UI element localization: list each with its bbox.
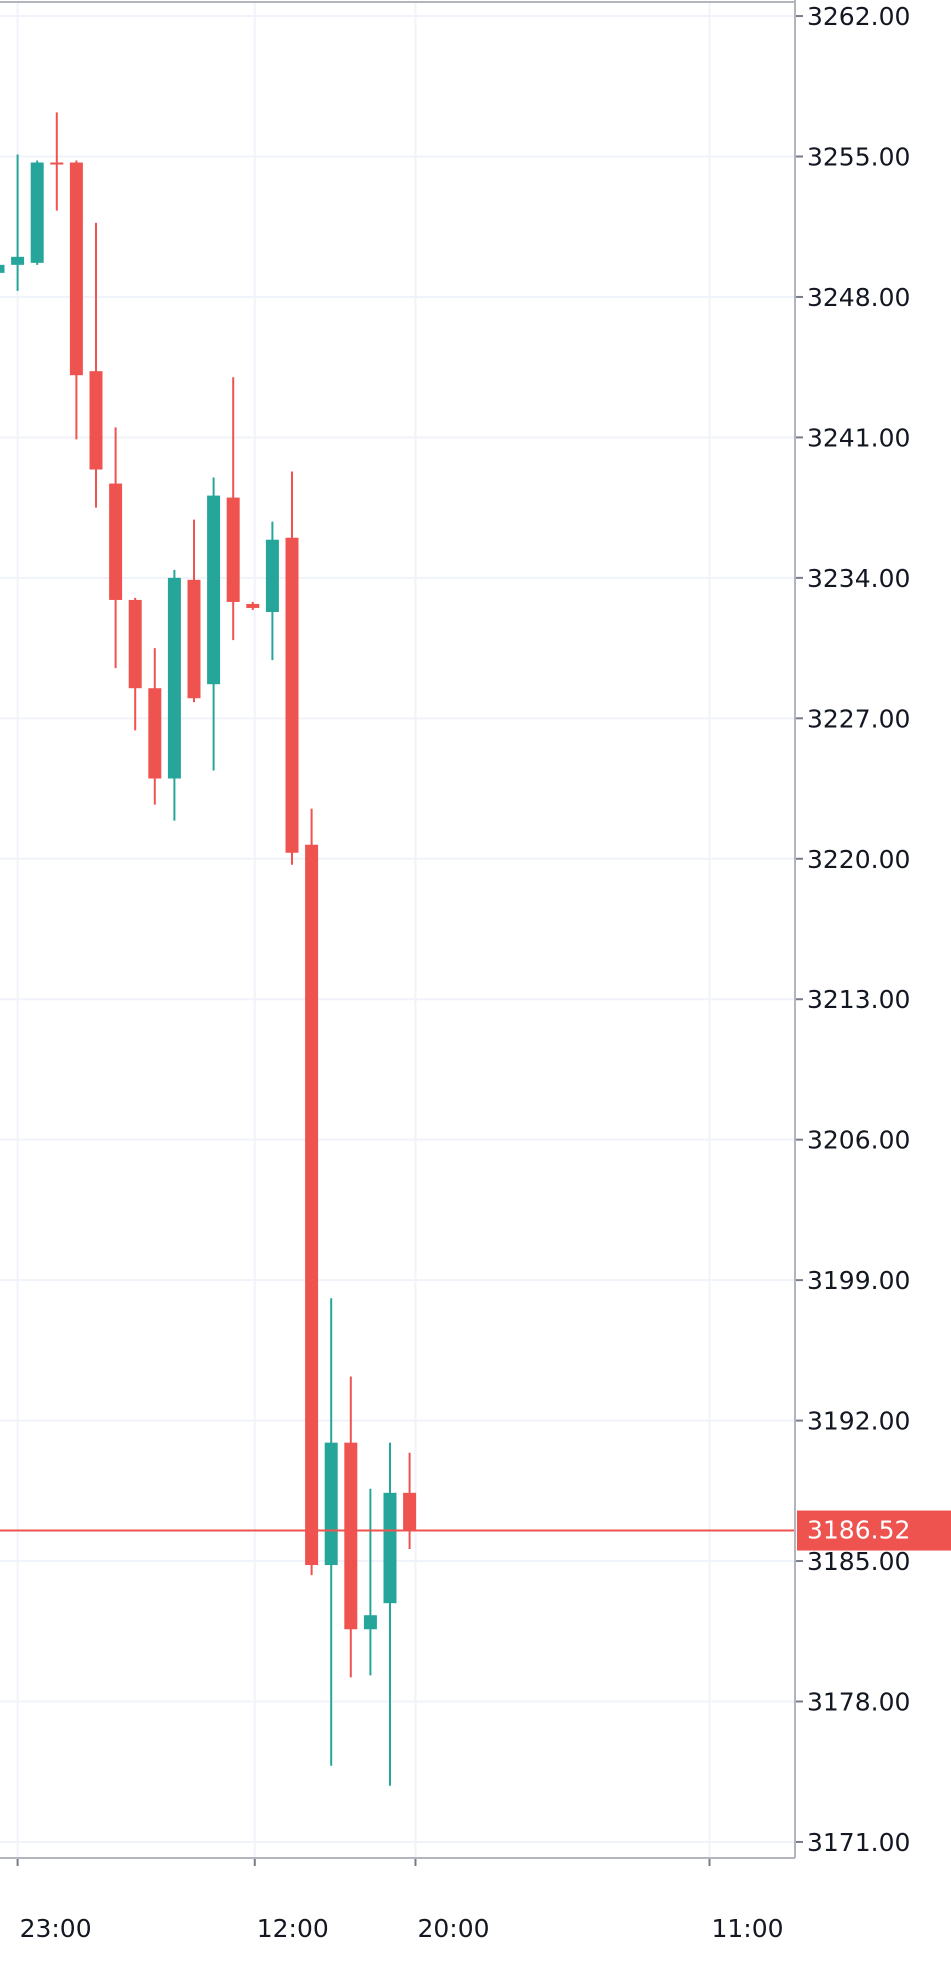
y-tick-label: 3171.00: [807, 1828, 910, 1857]
candle-body: [383, 1492, 397, 1604]
candle-body: [50, 162, 64, 165]
candle-body: [148, 688, 162, 779]
y-tick-label: 3227.00: [807, 704, 910, 733]
candle-body: [89, 371, 103, 470]
candle-body: [305, 844, 319, 1566]
y-tick-label: 3255.00: [807, 142, 910, 171]
y-tick-label: 3206.00: [807, 1126, 910, 1155]
x-tick-label: 23:00: [20, 1914, 92, 1943]
y-tick-label: 3262.00: [807, 2, 910, 31]
candle-body: [109, 483, 123, 600]
candle-body: [69, 162, 83, 376]
x-tick-label: 20:00: [417, 1914, 489, 1943]
candle-body: [285, 537, 299, 853]
y-tick-label: 3241.00: [807, 423, 910, 452]
candle-body: [187, 579, 201, 699]
y-tick-label: 3178.00: [807, 1687, 910, 1716]
candle-body: [11, 256, 25, 265]
y-tick-label: 3234.00: [807, 564, 910, 593]
y-tick-label: 3248.00: [807, 283, 910, 312]
y-tick-label: 3185.00: [807, 1547, 910, 1576]
y-tick-label: 3220.00: [807, 845, 910, 874]
candle-body: [246, 603, 260, 608]
candle-body: [265, 539, 279, 612]
last-price-box: [797, 1510, 951, 1551]
candle-body: [344, 1442, 358, 1630]
y-tick-label: 3199.00: [807, 1266, 910, 1295]
candle-body: [363, 1615, 377, 1630]
x-tick-label: 11:00: [711, 1914, 783, 1943]
candle-body: [403, 1492, 417, 1531]
y-tick-label: 3213.00: [807, 985, 910, 1014]
x-tick-label: 12:00: [257, 1914, 329, 1943]
candle-body: [167, 577, 181, 779]
candle-body: [207, 495, 221, 685]
last-price-label: 3186.52: [807, 1516, 910, 1545]
candle-body: [0, 264, 5, 273]
candle-body: [226, 497, 240, 602]
y-tick-label: 3192.00: [807, 1407, 910, 1436]
candle-body: [324, 1442, 338, 1566]
candle-body: [30, 162, 44, 263]
candle-body: [128, 599, 142, 689]
